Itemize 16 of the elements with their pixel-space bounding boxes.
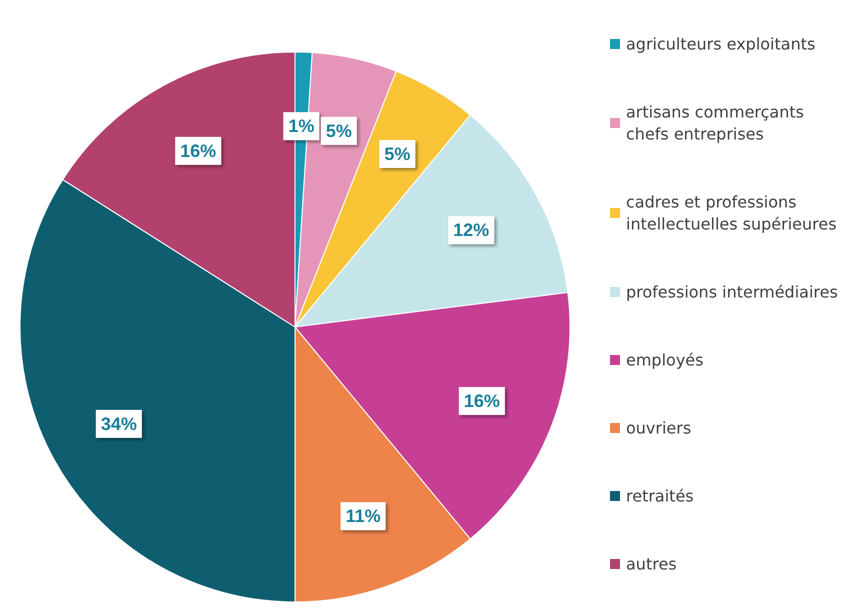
data-label: 34%	[100, 414, 137, 434]
data-label: 5%	[326, 120, 352, 141]
data-label: 16%	[180, 140, 216, 161]
data-label: 1%	[288, 116, 314, 136]
data-label: 12%	[453, 220, 490, 240]
legend-label: employés	[626, 350, 704, 370]
legend-label: artisans commerçants chefs entreprises	[626, 102, 804, 144]
data-label: 5%	[384, 144, 410, 164]
legend-label: cadres et professions intellectuelles supérieures	[626, 192, 837, 234]
data-label: 11%	[346, 506, 381, 526]
data-label: 16%	[464, 390, 500, 411]
legend-label: professions intermédiaires	[626, 282, 838, 302]
legend-label: agriculteurs exploitants	[626, 34, 816, 54]
legend-label: autres	[626, 554, 677, 574]
legend-label: ouvriers	[626, 418, 692, 438]
legend-label: retraités	[626, 486, 694, 506]
